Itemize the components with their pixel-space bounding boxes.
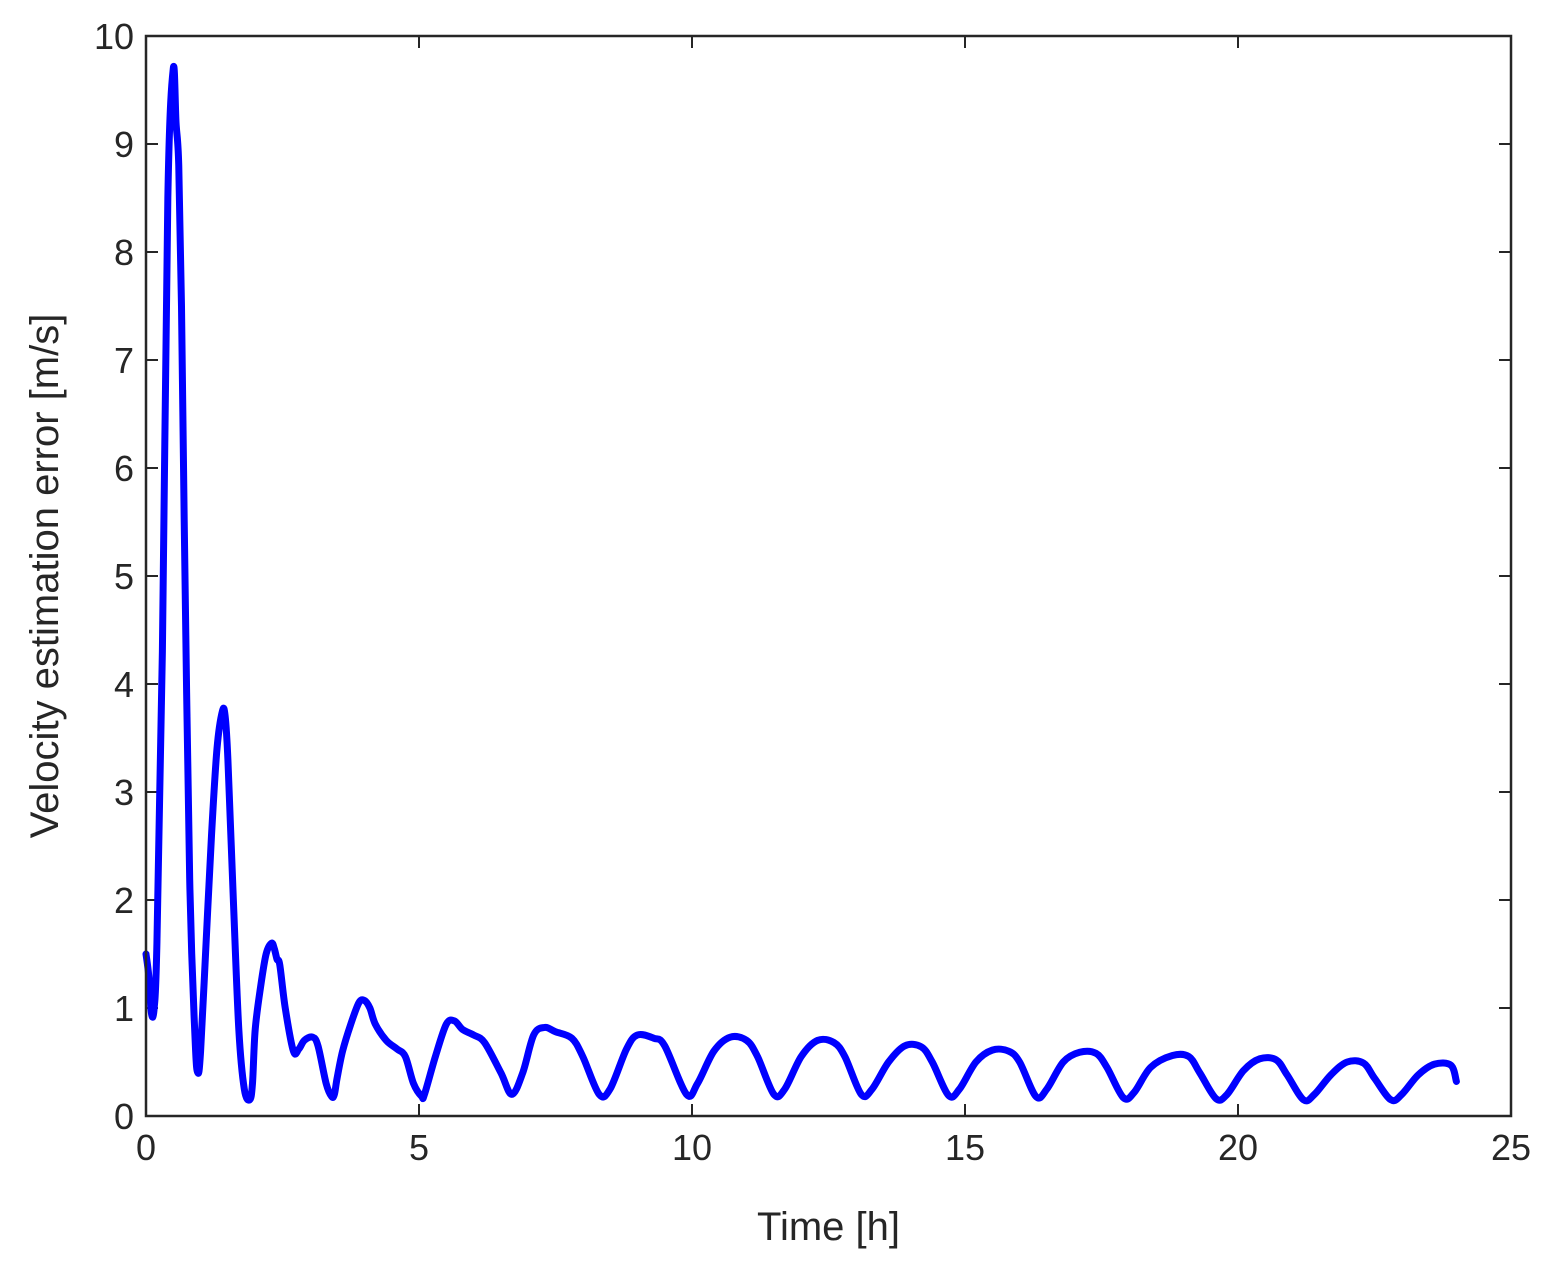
axis-tick-labels: 0 5 10 15 20 25 0 1 2 3 4 5 6 7 8 9 10: [94, 16, 1531, 1168]
x-tick-label: 5: [409, 1127, 429, 1168]
plot-frame: [144, 34, 1513, 1118]
series-line: [142, 62, 1460, 1105]
y-tick-label: 8: [114, 232, 134, 273]
y-tick-label: 10: [94, 16, 134, 57]
y-tick-label: 7: [114, 340, 134, 381]
plot-area: [146, 36, 1511, 1116]
x-tick-label: 20: [1218, 1127, 1258, 1168]
x-tick-label: 0: [136, 1127, 156, 1168]
x-tick-label: 10: [672, 1127, 712, 1168]
x-tick-label: 15: [945, 1127, 985, 1168]
y-axis-label: Velocity estimation error [m/s]: [23, 314, 67, 839]
y-tick-label: 1: [114, 988, 134, 1029]
y-tick-label: 9: [114, 124, 134, 165]
x-tick-label: 25: [1491, 1127, 1531, 1168]
y-tick-label: 4: [114, 664, 134, 705]
y-tick-label: 5: [114, 556, 134, 597]
y-tick-label: 6: [114, 448, 134, 489]
x-axis-label: Time [h]: [757, 1205, 900, 1249]
y-tick-label: 3: [114, 772, 134, 813]
y-tick-label: 0: [114, 1096, 134, 1137]
y-tick-label: 2: [114, 880, 134, 921]
